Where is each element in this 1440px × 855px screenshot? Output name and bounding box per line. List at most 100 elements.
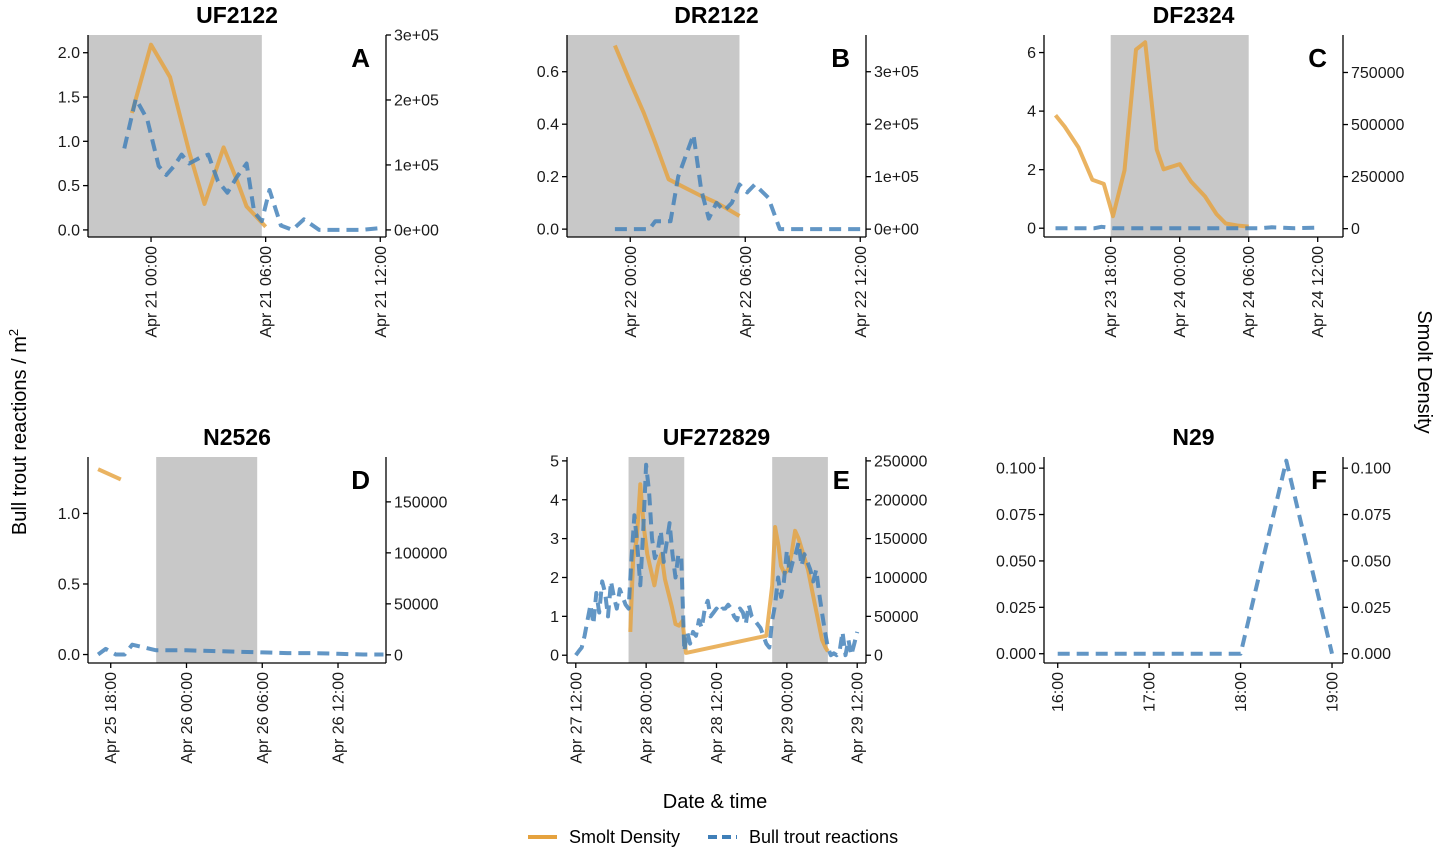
right-y-tick-label: 0 (874, 648, 883, 665)
right-y-tick-label: 2e+05 (394, 92, 439, 109)
x-tick-label: Apr 23 18:00 (1103, 246, 1120, 338)
series-line-smolt-density (129, 42, 268, 229)
x-tick-label: 17:00 (1142, 672, 1159, 712)
legend-label-bull-trout-reactions: Bull trout reactions (749, 827, 898, 847)
x-tick-label: Apr 26 00:00 (179, 672, 196, 764)
left-axis-title-superscript: 2 (6, 329, 21, 336)
x-tick-label: Apr 24 00:00 (1172, 246, 1189, 338)
panel-title: N2526 (203, 424, 271, 450)
x-tick-label: Apr 22 06:00 (738, 246, 755, 338)
left-y-tick-label: 0.4 (537, 117, 559, 134)
series-line-smolt-density (1053, 40, 1249, 229)
panel-title: DF2324 (1153, 2, 1235, 28)
x-tick-label: Apr 26 12:00 (331, 672, 348, 764)
right-y-tick-label: 0e+00 (874, 222, 919, 239)
panel-d: 0.0 0.5 1.0 0 50000 100000 150000 Apr 25 18:00 A… (58, 424, 448, 764)
left-y-tick-label: 0.050 (996, 553, 1036, 570)
left-y-tick-label: 2 (1027, 162, 1036, 179)
left-y-tick-label: 1.0 (58, 134, 80, 151)
left-y-tick-label: 0.0 (58, 222, 80, 239)
left-y-tick-label: 0.5 (58, 576, 80, 593)
legend-label-smolt-density: Smolt Density (569, 827, 680, 847)
left-y-tick-label: 0.025 (996, 600, 1036, 617)
panels: 0.0 0.5 1.0 1.5 2.0 0e+00 1e+05 2e+05 3e+05 Apr 2… (58, 2, 1405, 764)
series-line-bull-trout-reactions (1055, 224, 1318, 231)
panel-letter: A (351, 43, 370, 73)
right-y-tick-label: 1e+05 (394, 157, 439, 174)
left-y-tick-label: 0.0 (58, 647, 80, 664)
x-tick-label: Apr 27 12:00 (568, 672, 585, 764)
series-line-bull-trout-reactions (574, 462, 860, 658)
panel-e: 0 1 2 3 4 5 0 50000 100000 150000 200000 250000 Apr … (550, 424, 927, 764)
panel-letter: E (833, 465, 850, 495)
x-tick-label: Apr 24 12:00 (1310, 246, 1327, 338)
left-y-tick-label: 1 (550, 609, 559, 626)
x-tick-label: 19:00 (1325, 672, 1342, 712)
right-y-tick-label: 50000 (874, 609, 919, 626)
left-y-tick-label: 0 (1027, 221, 1036, 238)
series-line-bull-trout-reactions (96, 642, 384, 657)
series-line-bull-trout-reactions (1057, 458, 1334, 656)
series-line-bull-trout-reactions (122, 96, 381, 232)
right-y-tick-label: 0.050 (1351, 553, 1391, 570)
panel-title: UF272829 (663, 424, 770, 450)
panel-letter: F (1311, 465, 1327, 495)
x-tick-label: Apr 28 00:00 (639, 672, 656, 764)
x-tick-label: 18:00 (1233, 672, 1250, 712)
series-line-smolt-density (97, 467, 122, 482)
right-y-tick-label: 0 (394, 647, 403, 664)
x-tick-label: Apr 22 00:00 (623, 246, 640, 338)
right-y-tick-label: 100000 (874, 570, 927, 587)
panel-c: 0 2 4 6 0 250000 500000 750000 Apr 23 18:00 Apr 2… (1027, 2, 1404, 338)
x-tick-label: Apr 22 12:00 (853, 246, 870, 338)
panel-title: DR2122 (674, 2, 758, 28)
right-y-tick-label: 0.075 (1351, 507, 1391, 524)
panel-title: UF2122 (196, 2, 278, 28)
right-y-tick-label: 200000 (874, 492, 927, 509)
left-y-tick-label: 2 (550, 570, 559, 587)
left-y-tick-label: 0.6 (537, 64, 559, 81)
panel-b: 0.0 0.2 0.4 0.6 0e+00 1e+05 2e+05 3e+05 Apr 22 0… (537, 2, 919, 338)
night-shading (156, 457, 258, 663)
right-y-tick-label: 0.100 (1351, 461, 1391, 478)
panel-a: 0.0 0.5 1.0 1.5 2.0 0e+00 1e+05 2e+05 3e+05 Apr 2… (58, 2, 439, 338)
right-y-tick-label: 750000 (1351, 65, 1404, 82)
right-y-tick-label: 2e+05 (874, 117, 919, 134)
panel-title: N29 (1172, 424, 1214, 450)
x-tick-label: Apr 29 00:00 (779, 672, 796, 764)
left-y-tick-label: 0.000 (996, 646, 1036, 663)
x-tick-label: Apr 21 00:00 (144, 246, 161, 338)
left-y-tick-label: 6 (1027, 45, 1036, 62)
x-tick-label: Apr 26 06:00 (255, 672, 272, 764)
right-y-tick-label: 0e+00 (394, 222, 439, 239)
x-tick-label: 16:00 (1050, 672, 1067, 712)
left-y-tick-label: 0.0 (537, 222, 559, 239)
left-y-tick-label: 5 (550, 453, 559, 470)
x-tick-label: Apr 24 06:00 (1241, 246, 1258, 338)
right-y-tick-label: 1e+05 (874, 169, 919, 186)
panel-f: 0.000 0.025 0.050 0.075 0.100 0.000 0.025 0.050… (996, 424, 1391, 712)
left-y-tick-label: 4 (550, 492, 559, 509)
right-axis-title: Smolt Density (1413, 310, 1435, 433)
x-axis-title: Date & time (663, 791, 767, 813)
left-y-tick-label: 4 (1027, 104, 1036, 121)
x-tick-label: Apr 21 12:00 (373, 246, 390, 338)
series-line-smolt-density (628, 482, 830, 655)
left-y-tick-label: 0.075 (996, 507, 1036, 524)
right-y-tick-label: 3e+05 (394, 28, 439, 45)
left-y-tick-label: 2.0 (58, 45, 80, 62)
left-y-tick-label: 0.100 (996, 461, 1036, 478)
series-line-bull-trout-reactions (614, 132, 861, 232)
left-y-tick-label: 0 (550, 648, 559, 665)
left-y-tick-label: 0.2 (537, 169, 559, 186)
right-y-tick-label: 3e+05 (874, 64, 919, 81)
left-y-tick-label: 1.5 (58, 90, 80, 107)
panel-letter: D (351, 465, 370, 495)
right-y-tick-label: 0.000 (1351, 646, 1391, 663)
x-tick-label: Apr 21 06:00 (258, 246, 275, 338)
right-y-tick-label: 50000 (394, 596, 439, 613)
left-axis-title: Bull trout reactions / m2 (6, 329, 31, 535)
panel-letter: B (831, 43, 850, 73)
right-y-tick-label: 0 (1351, 221, 1360, 238)
